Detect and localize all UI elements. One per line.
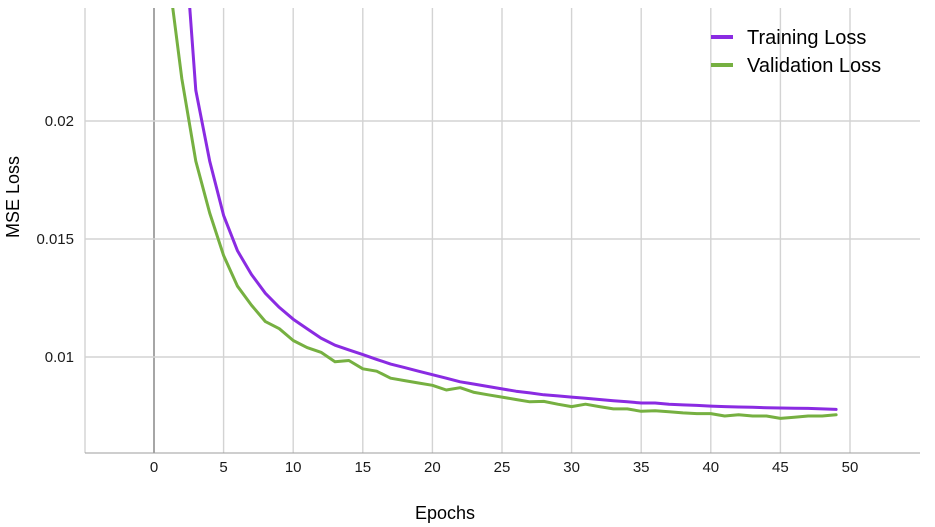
x-tick-label-10: 50 [842, 459, 859, 476]
x-tick-label-6: 30 [563, 459, 580, 476]
y-tick-label-2: 0.02 [45, 113, 74, 130]
legend: Training Loss Validation Loss [711, 27, 881, 77]
x-tick-label-3: 15 [354, 459, 371, 476]
x-tick-label-8: 40 [702, 459, 719, 476]
series-lines [171, 8, 838, 420]
x-tick-labels: 0 5 10 15 20 25 30 35 40 45 50 [150, 459, 859, 476]
x-tick-label-4: 20 [424, 459, 441, 476]
x-tick-label-9: 45 [772, 459, 789, 476]
y-tick-label-1: 0.015 [36, 231, 74, 248]
y-tick-label-0: 0.01 [45, 349, 74, 366]
y-tick-labels: 0.01 0.015 0.02 [36, 113, 74, 366]
series-line-0 [188, 8, 838, 411]
grid-lines [84, 8, 920, 453]
legend-label-1: Validation Loss [747, 55, 881, 77]
x-tick-label-0: 0 [150, 459, 158, 476]
x-tick-label-1: 5 [219, 459, 227, 476]
x-tick-label-2: 10 [285, 459, 302, 476]
legend-label-0: Training Loss [747, 27, 866, 49]
x-tick-label-5: 25 [494, 459, 511, 476]
x-tick-label-7: 35 [633, 459, 650, 476]
x-axis-title: Epochs [415, 503, 475, 523]
series-line-1 [171, 8, 838, 420]
y-axis-title: MSE Loss [3, 156, 23, 238]
